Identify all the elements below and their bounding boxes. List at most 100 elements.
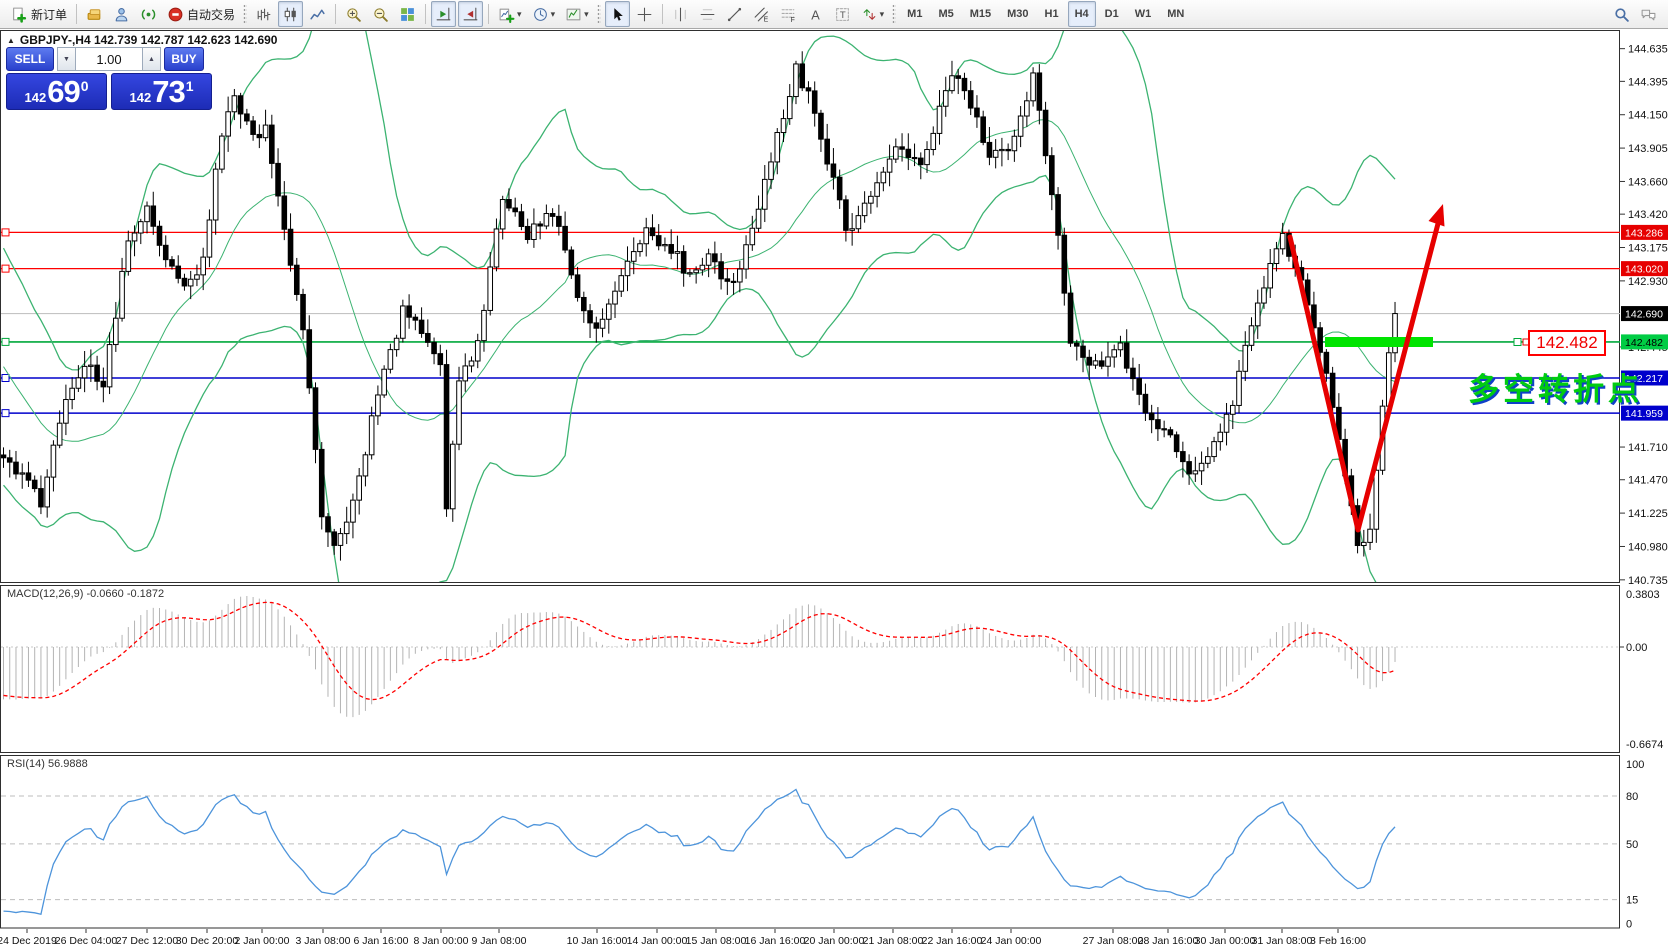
cursor-button[interactable] <box>604 1 630 27</box>
toolbar-separator <box>76 4 78 24</box>
chart-candles-button[interactable] <box>278 1 304 27</box>
rsi-indicator-label: RSI(14) 56.9888 <box>7 758 88 770</box>
svg-text:80: 80 <box>1626 791 1638 803</box>
arrows-button[interactable]: ▾ <box>857 1 889 27</box>
vertical-line-button[interactable] <box>668 1 693 27</box>
text-label-icon: T <box>835 7 849 21</box>
sell-price-button[interactable]: 142 69 0 <box>6 73 107 110</box>
svg-text:0.3803: 0.3803 <box>1626 589 1660 601</box>
svg-text:50: 50 <box>1626 839 1638 851</box>
timeframe-d1-button[interactable]: D1 <box>1104 8 1119 20</box>
svg-text:20 Jan 00:00: 20 Jan 00:00 <box>804 935 865 947</box>
zoom-in-button[interactable] <box>341 1 366 27</box>
svg-text:28 Jan 16:00: 28 Jan 16:00 <box>1138 935 1199 947</box>
svg-text:8 Jan 00:00: 8 Jan 00:00 <box>414 935 469 947</box>
fibonacci-button[interactable]: F <box>776 1 801 27</box>
svg-text:144.150: 144.150 <box>1628 110 1668 122</box>
svg-text:144.395: 144.395 <box>1628 76 1668 88</box>
buy-price-button[interactable]: 142 73 1 <box>111 73 212 110</box>
auto-trading-button[interactable]: 自动交易 <box>163 1 239 27</box>
tile-windows-button[interactable] <box>395 1 420 27</box>
svg-text:142.482: 142.482 <box>1625 337 1663 349</box>
buy-button[interactable]: BUY <box>164 47 204 71</box>
svg-text:0: 0 <box>1626 919 1632 931</box>
svg-text:2 Jan 00:00: 2 Jan 00:00 <box>235 935 290 947</box>
signals-button[interactable] <box>109 1 134 27</box>
market-button[interactable] <box>82 1 107 27</box>
search-icon <box>1615 7 1629 22</box>
dropdown-arrow-icon: ▾ <box>550 8 556 19</box>
volume-increase-button[interactable]: ▲ <box>142 47 161 71</box>
arrows-icon <box>863 8 875 20</box>
horizontal-line-button[interactable] <box>695 1 720 27</box>
trendline-button[interactable] <box>722 1 747 27</box>
timeframe-m5-button[interactable]: M5 <box>938 8 954 20</box>
new-chart-button[interactable]: ▾ <box>494 1 526 27</box>
chart-shift-button[interactable] <box>458 1 484 27</box>
svg-text:143.905: 143.905 <box>1628 143 1668 155</box>
crosshair-button[interactable] <box>632 1 657 27</box>
toolbar-separator <box>488 4 490 24</box>
dropdown-arrow-icon: ▾ <box>584 8 589 19</box>
new-order-button[interactable]: 新订单 <box>7 1 71 27</box>
timeframe-h1-button[interactable]: H1 <box>1044 8 1059 20</box>
svg-text:16 Jan 16:00: 16 Jan 16:00 <box>745 935 806 947</box>
chart-bars-button[interactable] <box>251 1 276 27</box>
new-order-icon <box>13 7 27 23</box>
sell-button[interactable]: SELL <box>6 47 54 71</box>
crosshair-icon <box>637 7 652 21</box>
toolbar-grip <box>892 4 897 24</box>
svg-text:14 Jan 00:00: 14 Jan 00:00 <box>627 935 688 947</box>
news-broadcast-button[interactable] <box>136 1 161 27</box>
svg-text:143.420: 143.420 <box>1628 209 1668 221</box>
chart-line-button[interactable] <box>305 1 330 27</box>
svg-text:10 Jan 16:00: 10 Jan 16:00 <box>567 935 628 947</box>
chart-candles-icon <box>284 7 296 21</box>
svg-text:143.020: 143.020 <box>1625 264 1663 276</box>
toolbar-separator <box>425 4 427 24</box>
fibonacci-icon: F <box>781 8 794 23</box>
timeframe-w1-button[interactable]: W1 <box>1134 8 1152 20</box>
svg-text:141.470: 141.470 <box>1628 475 1668 487</box>
text-label-button[interactable]: T <box>830 1 855 27</box>
auto-scroll-button[interactable] <box>431 1 457 27</box>
zoom-out-icon <box>374 7 388 22</box>
timeframe-m30-button[interactable]: M30 <box>1007 8 1029 20</box>
svg-text:9 Jan 08:00: 9 Jan 08:00 <box>472 935 527 947</box>
svg-text:A: A <box>811 7 820 22</box>
price-annotation-box[interactable]: 142.482 <box>1528 330 1606 356</box>
new-order-label: 新订单 <box>31 7 68 22</box>
volume-input[interactable] <box>76 47 142 71</box>
svg-text:142.930: 142.930 <box>1628 276 1668 288</box>
chat-button[interactable] <box>1636 1 1661 27</box>
volume-decrease-button[interactable]: ▼ <box>57 47 76 71</box>
timeframe-h4-button[interactable]: H4 <box>1067 1 1096 27</box>
text-button[interactable]: A <box>803 1 828 27</box>
signals-icon <box>115 7 128 21</box>
svg-text:-0.6674: -0.6674 <box>1626 739 1663 751</box>
svg-text:143.286: 143.286 <box>1625 227 1663 239</box>
toolbar: 新订单 自动交易 ▾ ▾ ▾ E F A T ▾ M1 M5 M15 M30 H1 H4 D1 W1 MN <box>0 0 1668 29</box>
zoom-out-button[interactable] <box>368 1 393 27</box>
toolbar-separator <box>335 4 337 24</box>
chart-line-icon <box>310 9 325 19</box>
equidistant-channel-button[interactable]: E <box>749 1 774 27</box>
svg-text:141.710: 141.710 <box>1628 442 1668 454</box>
horizontal-line-icon <box>700 8 715 20</box>
svg-text:140.735: 140.735 <box>1628 575 1668 587</box>
timeframe-mn-button[interactable]: MN <box>1167 8 1185 20</box>
svg-text:144.635: 144.635 <box>1628 44 1668 56</box>
svg-text:143.175: 143.175 <box>1628 243 1668 255</box>
search-button[interactable] <box>1609 1 1634 27</box>
chat-icon <box>1641 9 1656 20</box>
timeframe-m1-button[interactable]: M1 <box>907 8 923 20</box>
svg-text:3 Jan 08:00: 3 Jan 08:00 <box>296 935 351 947</box>
timeframe-m15-button[interactable]: M15 <box>969 8 992 20</box>
templates-button[interactable]: ▾ <box>561 1 593 27</box>
svg-text:E: E <box>763 16 768 23</box>
svg-text:30 Dec 20:00: 30 Dec 20:00 <box>176 935 239 947</box>
periods-button[interactable]: ▾ <box>528 1 560 27</box>
